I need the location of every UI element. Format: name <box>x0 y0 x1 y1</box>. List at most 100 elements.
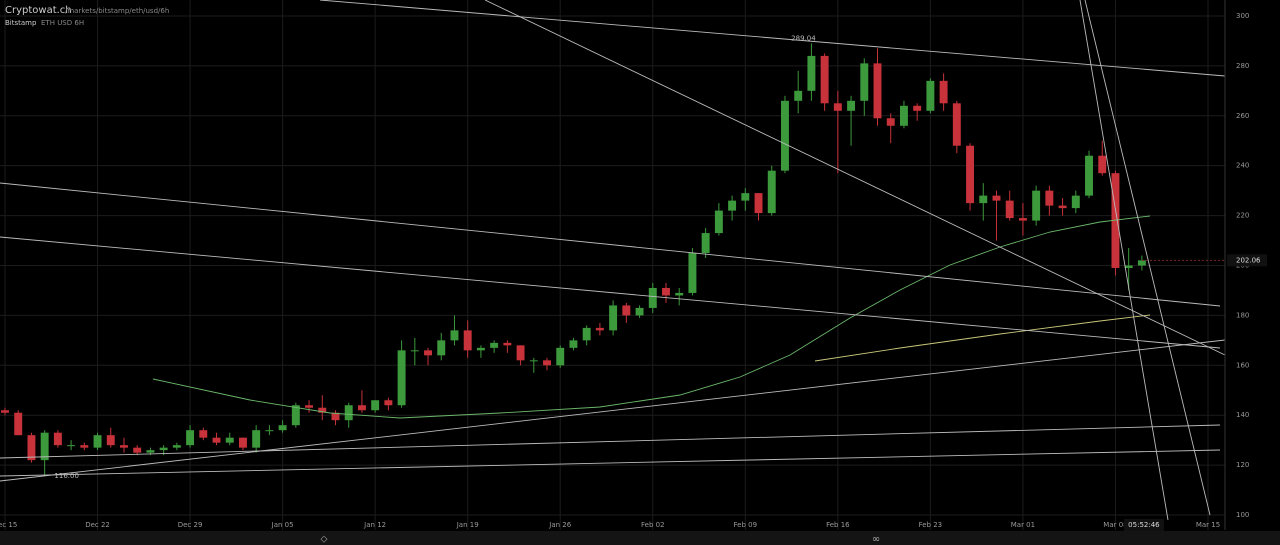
candle-body <box>556 347 565 366</box>
candle-body <box>1137 260 1146 266</box>
candle-body <box>1098 155 1107 174</box>
candle-body <box>529 360 538 362</box>
candle-body <box>146 450 155 453</box>
x-tick-label: Dec 29 <box>178 521 203 529</box>
overlays <box>0 0 1226 521</box>
candle-body <box>53 432 62 446</box>
candle-body <box>278 425 287 431</box>
chart-subtitle: /markets/bitstamp/eth/usd/6h <box>65 7 169 15</box>
x-tick-label: Dec 22 <box>85 521 110 529</box>
x-tick-label: Mar 01 <box>1011 521 1035 529</box>
y-tick-label: 160 <box>1236 361 1249 369</box>
candle-body <box>675 292 684 296</box>
candle-body <box>371 400 380 411</box>
candle-body <box>939 80 948 104</box>
x-tick-label: Mar 08 <box>1103 521 1127 529</box>
candle-body <box>424 350 432 356</box>
candle-body <box>781 100 789 171</box>
candle-body <box>1058 205 1067 209</box>
candle-body <box>767 170 776 214</box>
candle-body <box>662 287 670 296</box>
candle-body <box>238 437 247 448</box>
y-tick-label: 180 <box>1236 311 1249 319</box>
chart-title: Cryptowat.ch <box>5 5 72 16</box>
moving-average <box>152 215 1151 419</box>
candle-body <box>14 412 23 436</box>
candle-body <box>1005 200 1014 219</box>
trend-line <box>0 424 1221 459</box>
labels: 100120140160180200220240260280300Dec 15D… <box>0 12 1267 531</box>
x-tick-label: Feb 02 <box>641 521 665 529</box>
time-box <box>1123 519 1164 531</box>
candle-body <box>450 330 459 341</box>
pair-label: ETH USD 6H <box>41 19 84 27</box>
candle-body <box>93 435 102 448</box>
y-tick-label: 140 <box>1236 411 1249 419</box>
candle-body <box>913 105 922 111</box>
candle-body <box>476 347 485 351</box>
candle-body <box>27 435 36 461</box>
candle-body <box>886 118 895 126</box>
candle-body <box>899 105 908 126</box>
candle-body <box>1071 195 1080 209</box>
candle-body <box>291 405 300 426</box>
candle-body <box>397 350 406 406</box>
y-tick-label: 100 <box>1236 511 1249 519</box>
candle-body <box>741 193 750 201</box>
candle-body <box>820 55 829 104</box>
candle-body <box>305 405 314 408</box>
candle-body <box>569 340 578 348</box>
candle-body <box>1018 218 1027 221</box>
candle-body <box>952 103 961 146</box>
candle-body <box>714 210 723 234</box>
candle-body <box>794 90 803 101</box>
x-tick-label: Feb 16 <box>826 521 850 529</box>
y-tick-label: 260 <box>1236 112 1249 120</box>
candle-body <box>595 327 604 331</box>
x-tick-label: Jan 05 <box>271 521 294 529</box>
candle-body <box>622 305 631 316</box>
candle-body <box>582 327 591 341</box>
x-tick-label: Jan 12 <box>363 521 386 529</box>
candle-body <box>873 63 882 119</box>
candle-body <box>516 345 525 361</box>
candle-body <box>1032 190 1041 221</box>
candle-body <box>357 405 366 411</box>
trend-line <box>484 0 1226 356</box>
x-tick-label: Jan 19 <box>456 521 479 529</box>
candle-body <box>225 437 234 443</box>
trend-line <box>0 449 1221 477</box>
candle-body <box>1085 155 1093 196</box>
candle-body <box>833 103 842 111</box>
trend-line <box>1079 0 1169 521</box>
candle-body <box>120 445 128 448</box>
candle-body <box>807 55 816 91</box>
icon[interactable]: ◇ <box>321 535 328 545</box>
candle-body <box>688 253 697 293</box>
moving-average <box>814 314 1151 362</box>
y-tick-label: 220 <box>1236 212 1249 220</box>
candle-body <box>1045 190 1054 206</box>
y-tick-label: 300 <box>1236 12 1249 20</box>
candle-body <box>344 405 353 421</box>
candle-body <box>490 342 499 348</box>
candle-body <box>609 305 618 331</box>
exchange-label: Bitstamp <box>5 19 37 27</box>
candle-body <box>410 350 419 352</box>
candle-body <box>926 80 935 111</box>
trend-line <box>0 236 1221 349</box>
candle-body <box>318 407 327 413</box>
x-tick-label: Feb 23 <box>919 521 943 529</box>
candle-body <box>384 400 393 406</box>
candle-body <box>701 233 710 254</box>
trend-line <box>1084 0 1211 516</box>
trend-line <box>0 182 1221 307</box>
high-label: 289.04 <box>791 34 816 42</box>
time-label: 05:52:46 <box>1128 521 1160 529</box>
candle-body <box>543 360 551 366</box>
candle-body <box>106 435 115 446</box>
icon[interactable]: ∞ <box>872 534 880 545</box>
